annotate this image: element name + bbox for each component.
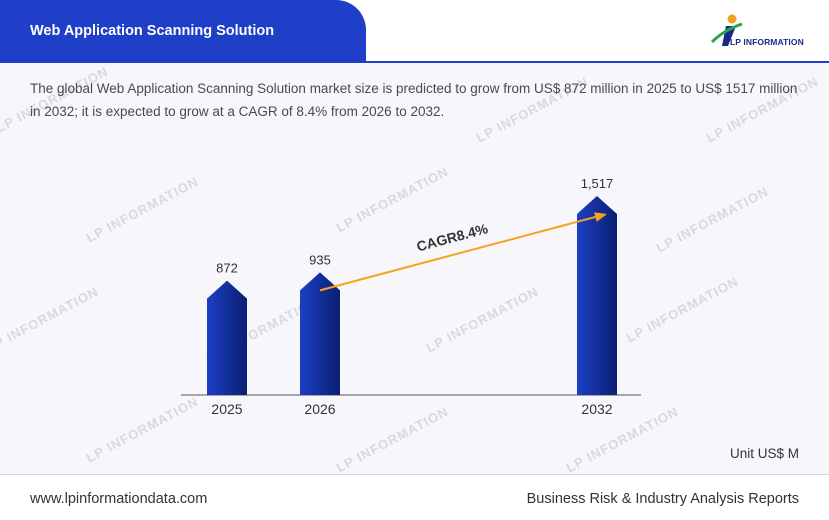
cagr-label: CAGR8.4% bbox=[415, 220, 490, 254]
footer: www.lpinformationdata.com Business Risk … bbox=[0, 474, 829, 520]
cagr-arrow-line bbox=[319, 215, 600, 292]
title-tab: Web Application Scanning Solution bbox=[0, 0, 366, 62]
bar-2025 bbox=[207, 280, 247, 395]
tick-label-2026: 2026 bbox=[304, 401, 335, 417]
footer-tagline: Business Risk & Industry Analysis Report… bbox=[526, 491, 799, 507]
header-divider bbox=[0, 61, 829, 63]
footer-website[interactable]: www.lpinformationdata.com bbox=[30, 491, 208, 507]
unit-label: Unit US$ M bbox=[729, 446, 799, 461]
tick-label-2025: 2025 bbox=[211, 401, 242, 417]
cagr-arrow-head bbox=[594, 212, 607, 222]
market-description: The global Web Application Scanning Solu… bbox=[30, 81, 798, 119]
bar-2026 bbox=[300, 272, 340, 395]
value-label-2032: 1,517 bbox=[581, 176, 614, 191]
header-bar: Web Application Scanning Solution LP INF… bbox=[0, 0, 829, 63]
page-title: Web Application Scanning Solution bbox=[30, 23, 275, 39]
bar-2032 bbox=[577, 196, 617, 395]
logo-text: LP INFORMATION bbox=[730, 37, 804, 47]
value-label-2025: 872 bbox=[216, 261, 238, 276]
value-label-2026: 935 bbox=[309, 252, 331, 267]
tick-label-2032: 2032 bbox=[581, 401, 612, 417]
lp-information-logo-icon bbox=[710, 14, 743, 46]
